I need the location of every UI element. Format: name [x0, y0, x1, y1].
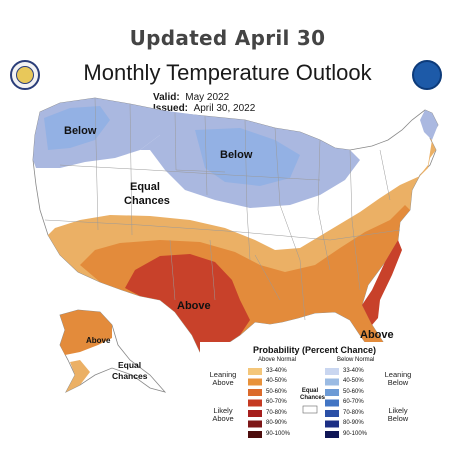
legend-equal-swatch: [302, 405, 318, 414]
legend-leaning-above-line1: Leaning: [209, 370, 237, 379]
legend-below-swatch-0: [325, 368, 339, 375]
legend-leaning-above: Leaning Above: [203, 371, 243, 387]
legend-below-swatch-3: [325, 399, 339, 407]
legend-below-header: Below Normal: [337, 357, 375, 363]
legend-below-swatch-4: [325, 410, 339, 417]
legend-below-bin-1: 40-50%: [343, 378, 364, 384]
legend-equal-label-line1: Equal: [301, 388, 319, 394]
legend-above-bin-3: 60-70%: [266, 399, 287, 405]
legend-equal-label-line2: Chances: [300, 395, 326, 401]
label-below-west: Below: [64, 125, 97, 137]
above-40-50-region: [80, 205, 410, 365]
label-above-alaska: Above: [86, 336, 111, 345]
legend-above-swatch-4: [248, 410, 262, 417]
legend-likely-above-line1: Likely: [213, 406, 233, 415]
legend-above-header: Above Normal: [258, 357, 297, 363]
label-equal-main-1: Equal: [130, 181, 160, 193]
above-50-60-southeast-region: [362, 240, 402, 325]
legend-above-bin-2: 50-60%: [266, 388, 287, 395]
legend-equal-label: Equal Chances: [300, 388, 326, 402]
legend-swatches: [248, 368, 339, 438]
validity-block: Valid: May 2022 Issued: April 30, 2022: [153, 92, 255, 114]
legend-leaning-above-line2: Above: [212, 378, 234, 387]
legend-below-bin-0: 33-40%: [343, 367, 364, 374]
legend-above-swatch-1: [248, 378, 262, 386]
legend-below-bin-6: 90-100%: [343, 430, 368, 437]
legend-below-swatch-2: [325, 389, 339, 396]
below-central-strong-region: [195, 128, 300, 186]
legend-above-swatch-3: [248, 399, 262, 407]
legend-above-swatch-0: [248, 368, 262, 375]
legend-leaning-below: Leaning Below: [378, 371, 418, 387]
legend-likely-below-line2: Below: [387, 414, 409, 423]
state-boundaries: [44, 97, 401, 321]
commerce-seal-eagle-icon: [16, 66, 34, 84]
legend-below-swatch-6: [325, 431, 339, 438]
label-equal-alaska-1: Equal: [118, 360, 141, 370]
legend-likely-below-line1: Likely: [388, 406, 408, 415]
legend-below-bin-3: 60-70%: [343, 399, 364, 405]
issued-value: April 30, 2022: [193, 103, 256, 114]
below-northeast-region: [420, 110, 438, 140]
label-equal-main-2: Chances: [124, 195, 170, 207]
legend-likely-below: Likely Below: [378, 407, 418, 423]
legend-leaning-below-line2: Below: [387, 378, 409, 387]
legend-above-bin-6: 90-100%: [266, 430, 291, 437]
alaska-above-region: [60, 310, 112, 355]
valid-label: Valid:: [153, 92, 180, 103]
legend-above-bin-4: 70-80%: [266, 409, 287, 416]
legend-above-swatch-2: [248, 389, 262, 396]
legend-title: Probability (Percent Chance): [253, 345, 377, 355]
label-above-main: Above: [177, 300, 211, 312]
legend-above-bin-5: 80-90%: [266, 420, 287, 426]
legend-below-swatch-5: [325, 420, 339, 428]
legend-below-swatch-1: [325, 378, 339, 386]
legend-above-bin-1: 40-50%: [266, 378, 287, 384]
legend-likely-above: Likely Above: [203, 407, 243, 423]
issued-label: Issued:: [153, 103, 189, 114]
map-title: Monthly Temperature Outlook: [83, 60, 372, 85]
legend-above-swatch-5: [248, 420, 262, 428]
above-50-60-region: [125, 254, 250, 355]
alaska-above-southwest-region: [66, 360, 90, 392]
label-above-southeast: Above: [360, 329, 394, 341]
legend-above-swatch-6: [248, 431, 262, 438]
legend-leaning-below-line1: Leaning: [384, 370, 412, 379]
legend-below-bin-2: 50-60%: [343, 388, 364, 395]
legend-below-bin-5: 80-90%: [343, 420, 364, 426]
legend-below-bin-4: 70-80%: [343, 409, 364, 416]
legend-likely-above-line2: Above: [212, 414, 234, 423]
label-equal-alaska-2: Chances: [112, 371, 148, 381]
updated-banner: Updated April 30: [129, 26, 326, 50]
legend-above-bin-0: 33-40%: [266, 367, 287, 374]
label-below-central: Below: [220, 149, 253, 161]
valid-value: May 2022: [185, 92, 230, 103]
below-west-strong-region: [44, 106, 110, 150]
noaa-logo-icon: [412, 60, 442, 90]
